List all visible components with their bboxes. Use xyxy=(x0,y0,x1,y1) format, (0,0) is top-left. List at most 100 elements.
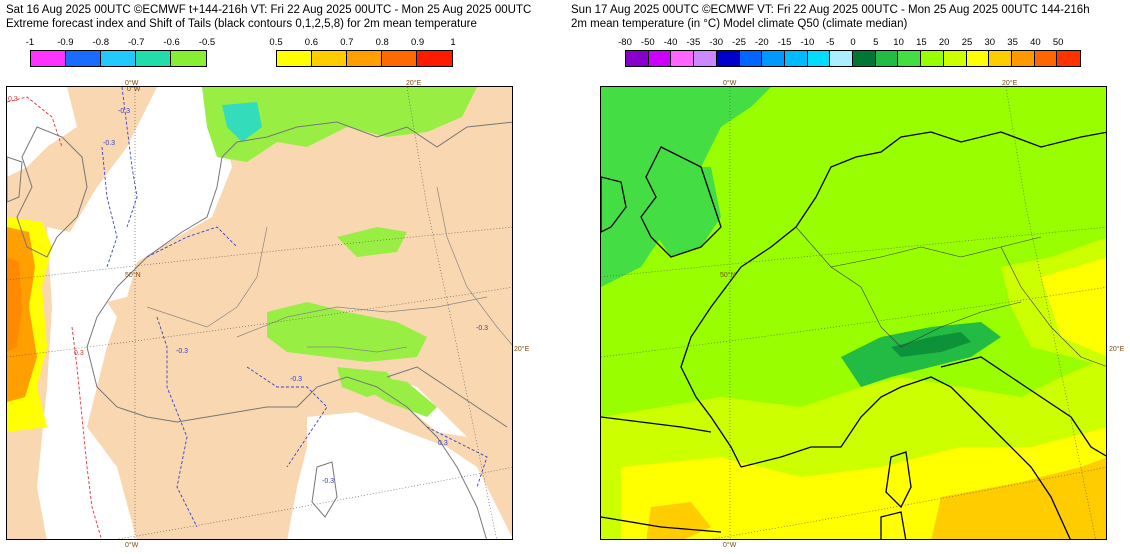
coast-france-west xyxy=(680,266,742,468)
legend-tick-label: -25 xyxy=(732,37,746,48)
legend-swatch xyxy=(943,51,967,66)
temp-band-5-alps xyxy=(891,332,971,357)
legend-tick-label: 50 xyxy=(1052,37,1064,48)
contour-label: -0.3 xyxy=(290,376,303,383)
coast-corsica xyxy=(311,461,338,518)
legend-tick-label: 35 xyxy=(1007,37,1018,48)
temp-band-15-uk xyxy=(651,167,721,257)
legend-tick-label: 25 xyxy=(961,37,973,48)
legend-tick-label: -0.9 xyxy=(57,37,74,48)
contour-label: -0.3 xyxy=(322,478,335,485)
legend-tick-label: -0.6 xyxy=(163,37,180,48)
efi-pos-legend-ticks: 0.5 0.6 0.7 0.8 0.9 1 xyxy=(269,37,456,49)
contour-neg-blue-5 xyxy=(246,366,328,468)
legend-tick-label: 0 xyxy=(850,37,856,48)
legend-swatch xyxy=(277,51,312,66)
legend-swatch xyxy=(694,51,717,66)
efi-title-line2: Extreme forecast index and Shift of Tail… xyxy=(6,18,477,30)
legend-tick-label: 0.6 xyxy=(304,37,318,48)
temp-band-30-se xyxy=(931,457,1106,539)
legend-tick-label: 1 xyxy=(450,37,456,48)
legend-tick-label: 0.8 xyxy=(375,37,389,48)
coast-ireland xyxy=(601,176,627,233)
legend-swatch xyxy=(66,51,101,66)
lon-label-top-20: 20°E xyxy=(1002,80,1018,87)
lon-label-bottom-0: 0°W xyxy=(125,542,139,549)
contour-pos-red-1 xyxy=(7,96,63,148)
legend-swatch xyxy=(101,51,136,66)
coast-ireland xyxy=(7,156,23,203)
contour-label: 0.3 xyxy=(8,96,18,103)
coast-north-africa xyxy=(601,516,722,533)
lon-label-top-20: 20°E xyxy=(406,80,422,87)
neutral-area-uk-west xyxy=(7,87,77,177)
legend-swatch xyxy=(762,51,785,66)
coast-france-west xyxy=(86,286,297,423)
legend-tick-label: 40 xyxy=(1030,37,1041,48)
efi-green-north xyxy=(202,87,477,162)
efi-green-alps xyxy=(267,302,427,362)
climate-legend xyxy=(625,50,1081,67)
legend-tick-label: -10 xyxy=(800,37,815,48)
lat-label-50: 50°N xyxy=(125,272,141,279)
contour-neg-blue-3 xyxy=(146,226,238,258)
coast-iberia-north xyxy=(601,416,712,433)
efi-panel: Sat 16 Aug 2025 00UTC ©ECMWF t+144-216h … xyxy=(6,4,532,549)
contour-neg-blue-6 xyxy=(426,426,488,488)
neutral-area-north-sea xyxy=(67,87,232,307)
legend-tick-label: 5 xyxy=(873,37,879,48)
coast-uk xyxy=(640,146,722,258)
neutral-area-mediterranean xyxy=(287,412,512,539)
lon-label-top-0: 0°W xyxy=(723,80,737,87)
temp-band-25-east xyxy=(1041,257,1106,357)
coast-mediterranean xyxy=(740,376,1071,539)
contour-neg-blue-4 xyxy=(156,316,198,528)
legend-swatch xyxy=(716,51,740,66)
legend-tick-label: 15 xyxy=(916,37,927,48)
legend-swatch xyxy=(921,51,944,66)
neutral-area-atlantic xyxy=(37,227,137,539)
legend-tick-label: -20 xyxy=(754,37,769,48)
legend-tick-label: -15 xyxy=(777,37,792,48)
legend-swatch xyxy=(171,51,206,66)
lon-label-side-20: 20°E xyxy=(1109,346,1125,353)
climate-map xyxy=(600,86,1107,540)
legend-swatch xyxy=(875,51,899,66)
legend-tick-label: 0.7 xyxy=(340,37,354,48)
lon-label-top-0: 0°W xyxy=(127,86,141,93)
legend-swatch xyxy=(784,51,808,66)
legend-tick-label: 30 xyxy=(984,37,996,48)
legend-tick-label: -35 xyxy=(686,37,701,48)
legend-tick-label: 0.5 xyxy=(269,37,283,48)
legend-swatch xyxy=(1057,51,1081,66)
legend-tick-label: -5 xyxy=(825,37,835,48)
climate-legend-ticks: -80 -50 -40 -35 -30 -25 -20 -15 -10 -5 0 5 10 15 20 25 3… xyxy=(618,37,1081,49)
legend-swatch xyxy=(31,51,66,66)
coast-italy xyxy=(296,376,487,539)
climate-title-line1: Sun 17 Aug 2025 00UTC ©ECMWF VT: Fri 22 … xyxy=(571,4,1090,16)
efi-map-canvas xyxy=(7,87,512,539)
contour-pos-red-2 xyxy=(71,326,102,539)
legend-tick-label: -80 xyxy=(618,37,632,48)
coast-italy-east xyxy=(940,356,1106,457)
efi-map: 0°W xyxy=(6,86,513,540)
contour-label: -0.3 xyxy=(476,325,489,332)
legend-swatch xyxy=(382,51,417,66)
contour-label: -0.3 xyxy=(176,348,189,355)
efi-pos-legend xyxy=(276,50,453,67)
legend-swatch xyxy=(671,51,695,66)
legend-tick-label: 20 xyxy=(938,37,950,48)
contour-label: -0.3 xyxy=(118,108,131,115)
legend-tick-label: -1 xyxy=(25,37,35,48)
legend-swatch xyxy=(417,51,452,66)
efi-cyan-patch xyxy=(222,102,262,142)
lat-label-50: 50°N xyxy=(720,272,736,279)
legend-tick-label: 10 xyxy=(893,37,904,48)
legend-swatch xyxy=(648,51,672,66)
legend-swatch xyxy=(739,51,763,66)
legend-swatch xyxy=(347,51,382,66)
efi-title-line1: Sat 16 Aug 2025 00UTC ©ECMWF t+144-216h … xyxy=(6,4,532,16)
legend-tick-label: -50 xyxy=(640,37,655,48)
coast-corsica xyxy=(885,451,912,509)
coast-sardinia xyxy=(880,511,907,539)
